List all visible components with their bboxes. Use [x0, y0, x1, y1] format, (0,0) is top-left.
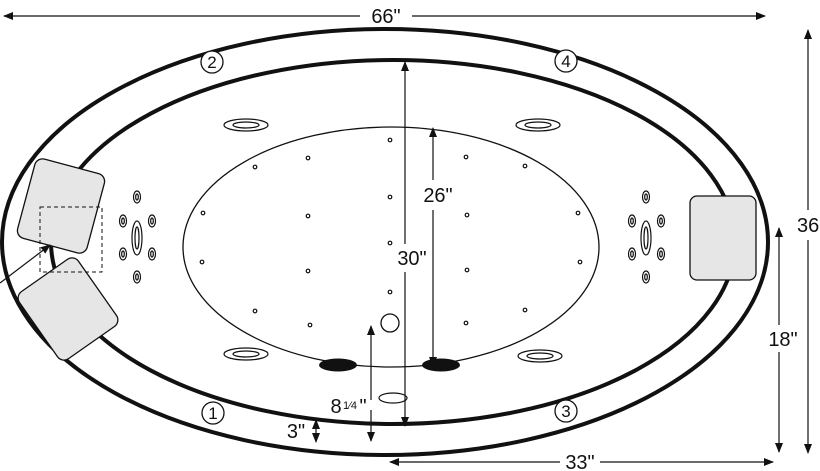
- label-26: 26": [423, 185, 452, 207]
- overflow-pointer: [0, 244, 51, 284]
- jet-marker-1: 1: [201, 401, 225, 425]
- side-jet-bottom-right: [517, 349, 563, 363]
- drain: [380, 313, 400, 333]
- side-jet-top-left: [223, 118, 269, 132]
- overflow-outline: [39, 206, 103, 273]
- label-3: 3": [287, 421, 305, 443]
- svg-text:3: 3: [561, 402, 570, 421]
- svg-text:8: 8: [330, 396, 341, 418]
- svg-text:1: 1: [208, 404, 217, 423]
- jet-marker-2: 2: [200, 50, 224, 74]
- svg-text:1⁄4: 1⁄4: [343, 400, 357, 412]
- right-back-jet-cluster: [627, 190, 666, 284]
- jet-marker-3: 3: [554, 399, 578, 423]
- floor-air-jets: [199, 137, 583, 328]
- label-36: 36: [797, 215, 819, 237]
- dimension-lines: [3, 12, 812, 466]
- svg-text:4: 4: [561, 52, 570, 71]
- suction-right: [422, 358, 460, 372]
- basin-floor: [182, 126, 600, 368]
- side-jet-top-right: [515, 118, 561, 132]
- suction-left: [319, 358, 357, 372]
- label-30: 30": [397, 248, 426, 270]
- left-back-jet-cluster: [118, 190, 157, 284]
- side-jets: [223, 118, 563, 363]
- dimension-labels: 66" 36 30" 26" 18" 33" 3" 8 1⁄4 ": [287, 6, 819, 471]
- right-pillow: [689, 195, 757, 281]
- svg-text:": ": [359, 396, 366, 418]
- side-jet-bottom-left: [223, 347, 269, 361]
- left-pillow-upper: [16, 158, 106, 254]
- jet-marker-4: 4: [554, 49, 578, 73]
- label-66: 66": [371, 6, 400, 28]
- label-8-1-4: 8 1⁄4 ": [330, 396, 366, 418]
- tub-outer-rim: [0, 27, 770, 457]
- tub-inner-rim: [49, 58, 737, 426]
- svg-text:2: 2: [207, 53, 216, 72]
- label-33: 33": [565, 452, 594, 471]
- left-pillow-lower: [17, 257, 119, 361]
- label-18: 18": [768, 329, 797, 351]
- bottom-overflow: [378, 392, 408, 404]
